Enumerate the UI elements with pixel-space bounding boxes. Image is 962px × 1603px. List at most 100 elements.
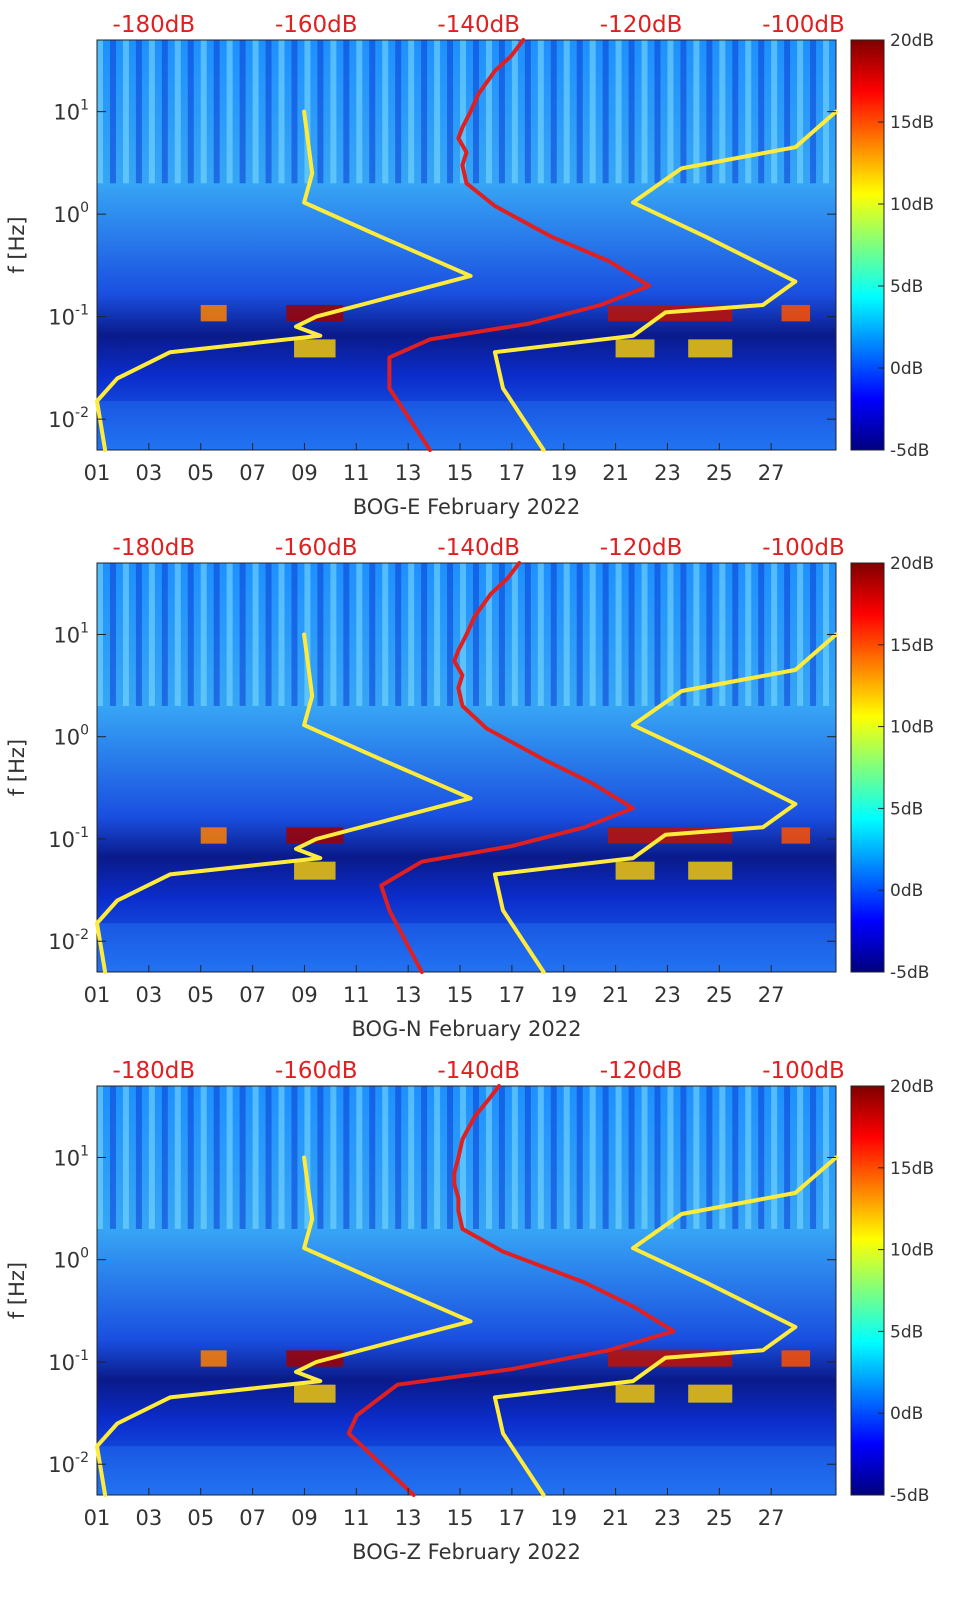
spectrogram-streak: [810, 563, 817, 706]
spectrogram-streak: [304, 40, 311, 184]
x-tick-label: 19: [550, 461, 577, 485]
spectrogram-streak: [200, 563, 207, 706]
spectrogram-streak: [537, 40, 544, 184]
station-noise-line: [387, 38, 652, 452]
spectrogram-streak: [823, 1086, 830, 1229]
top-axis-label: -100dB: [762, 12, 845, 38]
spectrogram-streak: [304, 1086, 311, 1229]
spectrogram-streak: [719, 563, 726, 706]
spectrogram-streak: [745, 40, 752, 184]
spectrogram-streak: [382, 563, 389, 706]
spectrogram-streak: [161, 40, 168, 184]
spectrogram-streak: [498, 563, 505, 706]
top-axis-label: -140dB: [437, 1058, 520, 1084]
plot-frame: [96, 562, 837, 973]
reference-model-line: [95, 109, 473, 452]
spectrogram-streak: [278, 40, 285, 184]
spectrogram-streak: [602, 1086, 609, 1229]
spectrogram-streak: [823, 563, 830, 706]
plot-frame: [96, 1085, 837, 1496]
colorbar-tick-label: 5dB: [890, 799, 923, 819]
spectrogram-streak: [693, 40, 700, 184]
y-tick-exponent: -1: [75, 303, 89, 319]
spectrogram-streak: [187, 563, 194, 706]
microseism-patch: [286, 827, 344, 844]
y-axis-label: f [Hz]: [5, 739, 29, 796]
x-tick-label: 13: [395, 461, 422, 485]
spectrogram-streak: [550, 1086, 557, 1229]
spectrogram-streak: [369, 1086, 376, 1229]
spectrogram-streak: [693, 1086, 700, 1229]
spectrogram-streak: [823, 40, 830, 184]
x-tick-label: 23: [654, 1506, 681, 1530]
spectrogram-streak: [343, 40, 350, 184]
spectrogram-streak: [109, 40, 116, 184]
colorbar-tick-label: 20dB: [890, 1077, 934, 1097]
microseism-patch: [781, 304, 811, 322]
top-axis-label: -100dB: [762, 535, 845, 561]
spectrogram-streak: [434, 1086, 441, 1229]
spectrogram-streak: [239, 40, 246, 184]
spectrogram-streak: [511, 40, 518, 184]
spectrogram-streak: [421, 40, 428, 184]
spectrogram-streak: [784, 40, 791, 184]
spectrogram-streak: [758, 40, 765, 184]
spectrogram-streak: [589, 1086, 596, 1229]
y-tick-exponent: -2: [75, 927, 89, 943]
colorbar-tick-label: 0dB: [890, 1404, 923, 1424]
reference-model-line: [95, 632, 473, 974]
x-tick-label: 21: [602, 461, 629, 485]
x-tick-label: 15: [447, 1506, 474, 1530]
microseism-patch: [688, 861, 733, 880]
top-axis-label: -180dB: [113, 535, 196, 561]
x-tick-label: 25: [706, 1506, 733, 1530]
spectrogram-streak: [667, 1086, 674, 1229]
y-tick-exponent: -2: [75, 405, 89, 421]
colorbar-tick-label: 0dB: [890, 359, 923, 379]
x-tick-label: 11: [343, 1506, 370, 1530]
y-tick-base: 10: [48, 1351, 75, 1375]
spectrogram-streak: [135, 563, 142, 706]
y-tick-label: 10-1: [48, 825, 89, 852]
x-tick-label: 23: [654, 461, 681, 485]
spectrogram-streak: [434, 563, 441, 706]
y-tick-label: 10-1: [48, 303, 89, 330]
spectrogram-streak: [654, 563, 661, 706]
spectrogram-streak: [174, 40, 181, 184]
spectrogram-streak: [719, 1086, 726, 1229]
spectrogram-streak: [278, 563, 285, 706]
x-tick-label: 13: [395, 983, 422, 1007]
spectrogram-streak: [447, 40, 454, 184]
spectrogram-streak: [278, 1086, 285, 1229]
y-tick-exponent: 1: [80, 620, 89, 636]
y-tick-label: 10-1: [48, 1348, 89, 1375]
x-tick-label: 09: [291, 983, 318, 1007]
microseism-patch: [781, 827, 811, 844]
top-axis-label: -160dB: [275, 535, 358, 561]
spectrogram-streak: [550, 40, 557, 184]
spectrogram-streak: [563, 1086, 570, 1229]
spectrogram-streak: [213, 40, 220, 184]
spectrogram-streaks: [97, 1086, 830, 1229]
spectrogram-streak: [239, 1086, 246, 1229]
spectrogram-streak: [745, 563, 752, 706]
spectrogram-streak: [745, 1086, 752, 1229]
x-tick-label: 03: [135, 983, 162, 1007]
spectrogram-streak: [615, 1086, 622, 1229]
spectrogram-streak: [148, 563, 155, 706]
spectrogram-streak: [460, 563, 467, 706]
spectrogram-streak: [174, 1086, 181, 1229]
x-tick-label: 03: [135, 1506, 162, 1530]
spectrogram-streak: [382, 1086, 389, 1229]
spectrogram-streak: [304, 563, 311, 706]
x-tick-label: 21: [602, 1506, 629, 1530]
y-tick-base: 10: [48, 408, 75, 432]
station-noise-line: [346, 1084, 676, 1497]
x-tick-label: 15: [447, 983, 474, 1007]
spectrogram-streak: [239, 563, 246, 706]
x-tick-label: 05: [187, 461, 214, 485]
spectrogram-streak: [667, 40, 674, 184]
spectrogram-streak: [369, 563, 376, 706]
